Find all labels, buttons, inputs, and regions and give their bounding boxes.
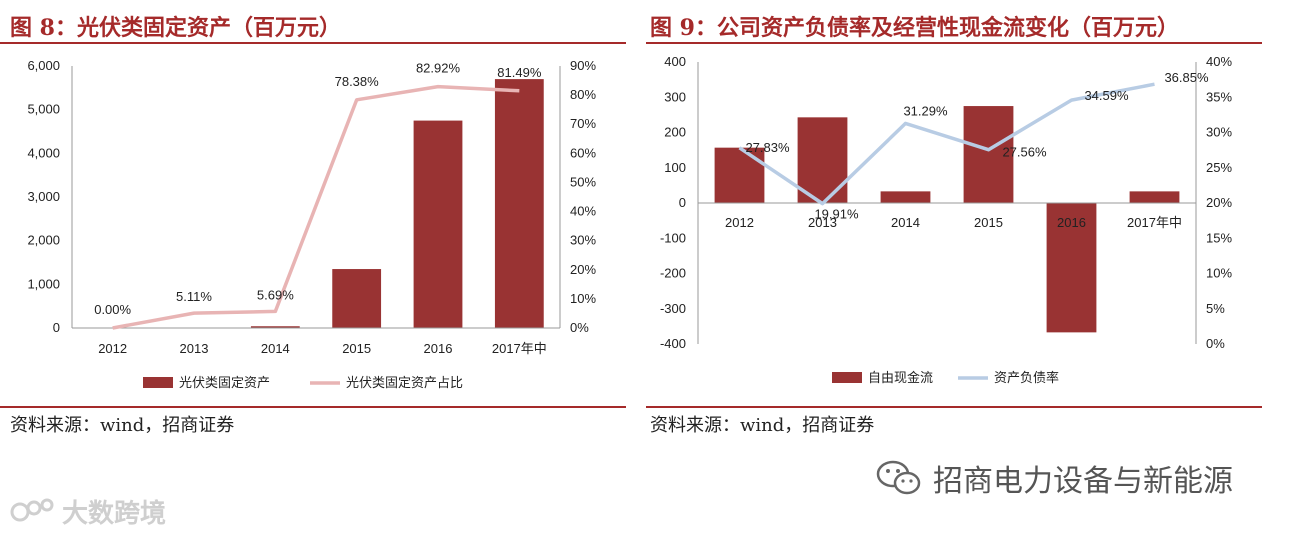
x-tick-label: 2016 bbox=[1057, 215, 1086, 230]
series-line-光伏类固定资产占比 bbox=[112, 84, 520, 330]
y-right-tick-label: 40% bbox=[570, 204, 596, 219]
data-label: 5.11% bbox=[176, 289, 212, 304]
x-tick-label: 2015 bbox=[974, 215, 1003, 230]
watermark-right-text: 招商电力设备与新能源 bbox=[933, 464, 1233, 499]
y-left-tick-label: 4,000 bbox=[27, 145, 60, 160]
x-tick-label: 2012 bbox=[98, 341, 127, 356]
x-tick-label: 2014 bbox=[891, 215, 920, 230]
bar-2014 bbox=[250, 326, 300, 328]
data-label: 82.92% bbox=[416, 61, 461, 76]
legend-label-bar: 自由现金流 bbox=[868, 370, 933, 385]
y-right-tick-label: 10% bbox=[1206, 266, 1232, 281]
y-right-tick-label: 35% bbox=[1206, 89, 1232, 104]
x-tick-label: 2014 bbox=[261, 341, 290, 356]
bar-2015 bbox=[332, 269, 382, 328]
logo-mark-icon bbox=[10, 498, 54, 522]
y-right-tick-label: 20% bbox=[1206, 195, 1232, 210]
data-label: 0.00% bbox=[94, 302, 131, 317]
legend-label-line: 资产负债率 bbox=[994, 370, 1059, 385]
data-label: 81.49% bbox=[497, 65, 542, 80]
legend-swatch-bar bbox=[143, 377, 173, 388]
x-tick-label: 2013 bbox=[180, 341, 209, 356]
y-right-tick-label: 50% bbox=[570, 174, 596, 189]
y-left-tick-label: 200 bbox=[664, 125, 686, 140]
figure-9-title: 图 9：公司资产负债率及经营性现金流变化（百万元） bbox=[650, 15, 1179, 41]
y-left-tick-label: 1,000 bbox=[27, 276, 60, 291]
series-line-资产负债率 bbox=[738, 82, 1155, 206]
y-left-tick-label: 400 bbox=[664, 54, 686, 69]
y-left-tick-label: 0 bbox=[679, 195, 686, 210]
figure-8-source: 资料来源：wind，招商证券 bbox=[10, 415, 235, 436]
data-label: 34.59% bbox=[1084, 88, 1129, 103]
bar-2017年中 bbox=[1129, 191, 1180, 203]
x-tick-label: 2017年中 bbox=[1127, 215, 1182, 230]
data-label: 78.38% bbox=[335, 74, 380, 89]
x-tick-label: 2015 bbox=[342, 341, 371, 356]
y-left-tick-label: 0 bbox=[53, 320, 60, 335]
y-left-tick-label: 300 bbox=[664, 89, 686, 104]
data-label: 5.69% bbox=[257, 287, 294, 302]
watermark-left-text: 大数跨境 bbox=[62, 498, 167, 529]
legend-label-bar: 光伏类固定资产 bbox=[179, 375, 270, 390]
fixed-assets-chart: 0 1,000 2,000 3,000 4,000 5,000 6,000 0% 10% 20% 3… bbox=[27, 58, 596, 390]
figure-9-source: 资料来源：wind，招商证券 bbox=[650, 415, 875, 436]
y-left-tick-label: 5,000 bbox=[27, 102, 60, 117]
y-right-tick-label: 30% bbox=[570, 233, 596, 248]
x-tick-label: 2013 bbox=[808, 215, 837, 230]
y-right-tick-label: 0% bbox=[1206, 336, 1225, 351]
y-right-tick-label: 70% bbox=[570, 116, 596, 131]
data-label: 27.83% bbox=[745, 140, 790, 155]
y-right-tick-label: 90% bbox=[570, 58, 596, 73]
figure-9-bottom-rule bbox=[646, 406, 1262, 408]
bar-2016 bbox=[413, 120, 463, 328]
y-right-tick-label: 80% bbox=[570, 87, 596, 102]
y-left-tick-label: -300 bbox=[660, 301, 686, 316]
data-label: 19.91% bbox=[814, 207, 859, 222]
y-left-tick-label: 2,000 bbox=[27, 233, 60, 248]
y-left-tick-label: 3,000 bbox=[27, 189, 60, 204]
y-right-tick-label: 60% bbox=[570, 145, 596, 160]
y-left-tick-label: -100 bbox=[660, 230, 686, 245]
x-tick-label: 2017年中 bbox=[492, 341, 547, 356]
cashflow-debt-ratio-chart: -400 -300 -200 -100 0 100 200 300 400 0% 5% 10% 15% 2… bbox=[660, 54, 1232, 385]
figure-9-top-rule bbox=[646, 42, 1262, 44]
wechat-icon bbox=[876, 460, 921, 495]
y-right-tick-label: 10% bbox=[570, 291, 596, 306]
bar-2015 bbox=[963, 106, 1014, 203]
y-left-tick-label: 100 bbox=[664, 160, 686, 175]
legend-label-line: 光伏类固定资产占比 bbox=[346, 375, 463, 390]
watermark-left: 大数跨境 bbox=[10, 493, 166, 529]
legend-swatch-bar bbox=[832, 372, 862, 383]
y-right-tick-label: 15% bbox=[1206, 230, 1232, 245]
y-right-tick-label: 5% bbox=[1206, 301, 1225, 316]
figure-8-title: 图 8：光伏类固定资产（百万元） bbox=[10, 15, 341, 41]
bar-2017年中 bbox=[494, 79, 544, 328]
y-left-tick-label: -400 bbox=[660, 336, 686, 351]
figure-8-top-rule bbox=[0, 42, 626, 44]
y-right-tick-label: 0% bbox=[570, 320, 589, 335]
y-right-tick-label: 20% bbox=[570, 262, 596, 277]
figure-8-bottom-rule bbox=[0, 406, 626, 408]
bar-2012 bbox=[714, 147, 765, 203]
y-left-tick-label: -200 bbox=[660, 266, 686, 281]
y-right-tick-label: 30% bbox=[1206, 125, 1232, 140]
y-left-tick-label: 6,000 bbox=[27, 58, 60, 73]
data-label: 27.56% bbox=[1002, 145, 1047, 160]
data-label: 31.29% bbox=[903, 103, 948, 118]
x-tick-label: 2016 bbox=[424, 341, 453, 356]
watermark-right: 招商电力设备与新能源 bbox=[875, 456, 1233, 500]
y-right-tick-label: 25% bbox=[1206, 160, 1232, 175]
bar-2016 bbox=[1046, 203, 1097, 333]
data-label: 36.85% bbox=[1164, 70, 1209, 85]
x-tick-label: 2012 bbox=[725, 215, 754, 230]
bar-2014 bbox=[880, 191, 931, 203]
y-right-tick-label: 40% bbox=[1206, 54, 1232, 69]
